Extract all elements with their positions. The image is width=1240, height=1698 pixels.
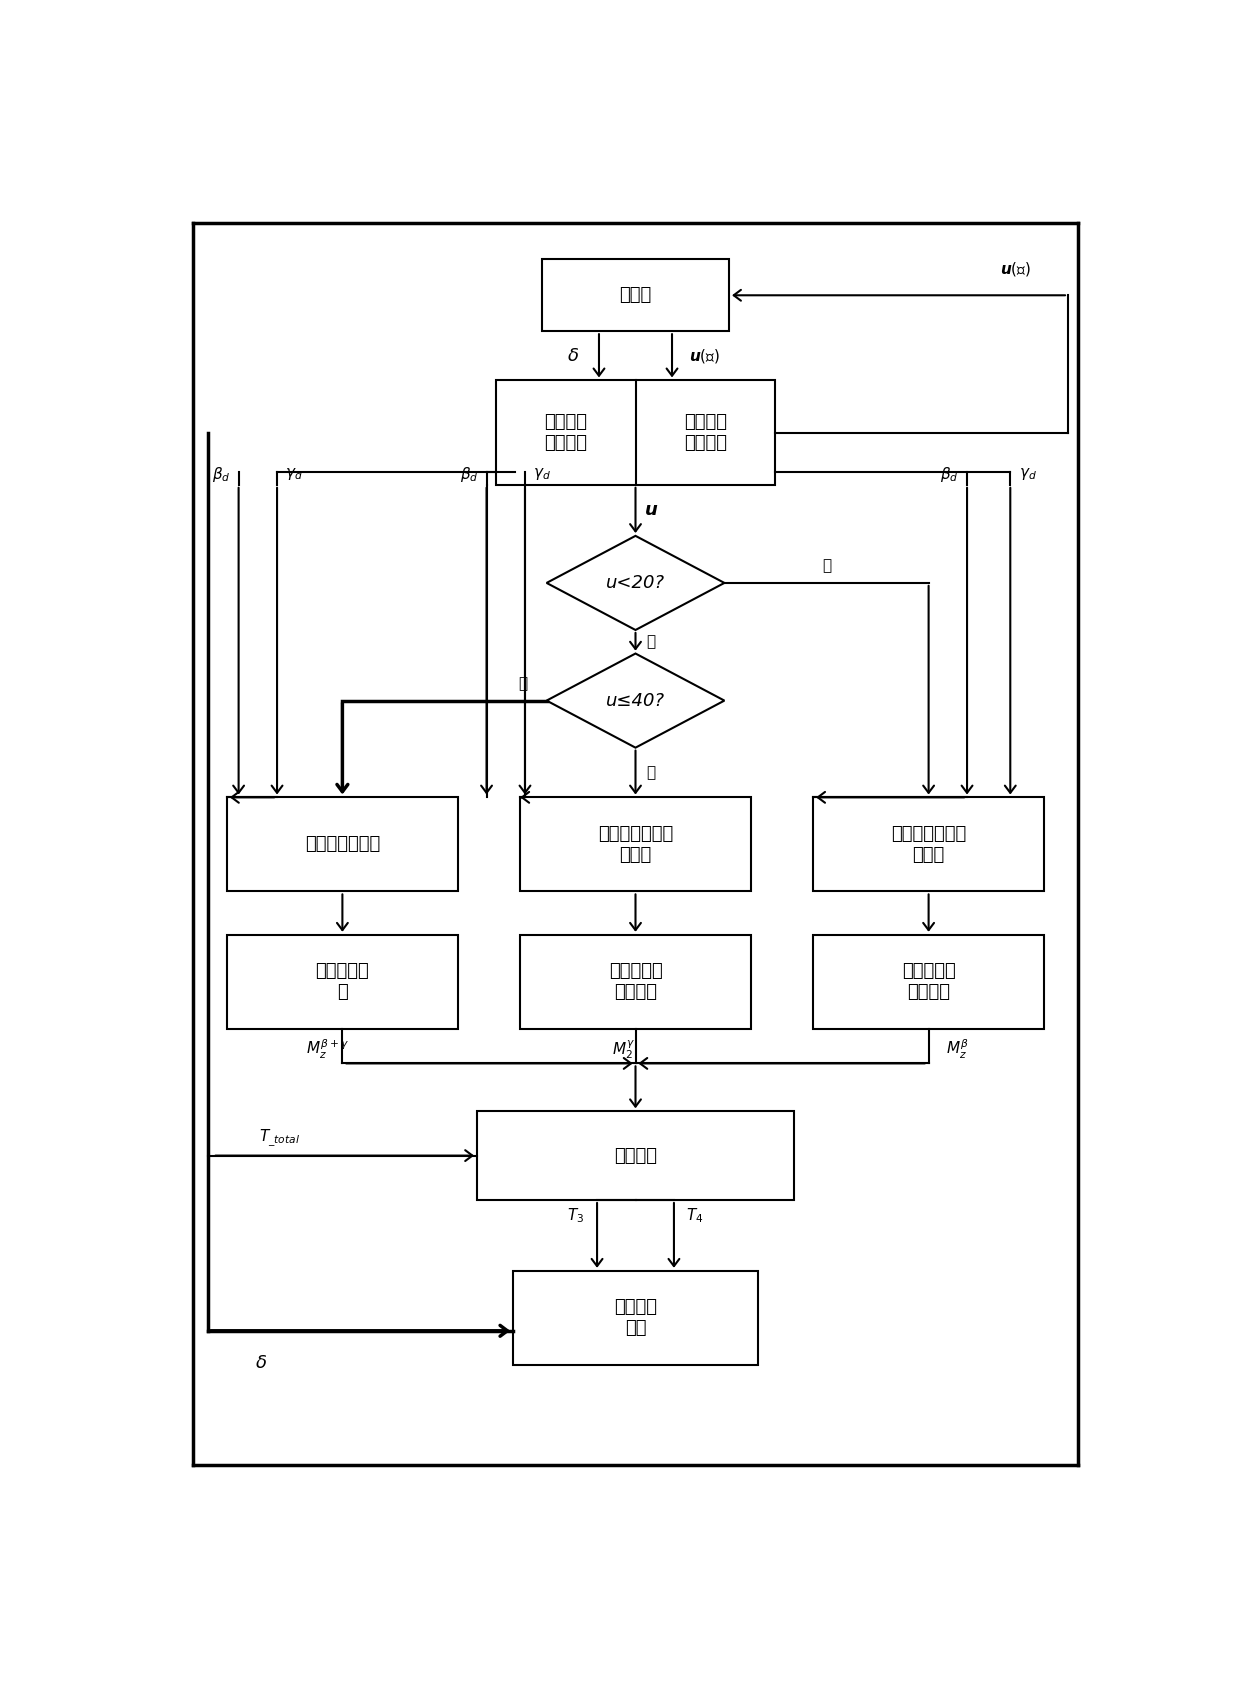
FancyBboxPatch shape <box>521 798 751 891</box>
FancyBboxPatch shape <box>513 1270 758 1365</box>
FancyBboxPatch shape <box>227 934 458 1029</box>
Text: 是: 是 <box>518 676 527 691</box>
Text: $M_2^{\gamma}$: $M_2^{\gamma}$ <box>613 1039 635 1061</box>
Text: 是: 是 <box>822 559 831 574</box>
FancyBboxPatch shape <box>227 798 458 891</box>
FancyBboxPatch shape <box>477 1110 794 1200</box>
Text: $\beta_d$: $\beta_d$ <box>940 465 959 484</box>
FancyBboxPatch shape <box>542 260 729 331</box>
Text: $\delta$: $\delta$ <box>254 1355 267 1372</box>
Text: u<20?: u<20? <box>606 574 665 593</box>
Text: 车辆二自
由度模型: 车辆二自 由度模型 <box>544 413 588 452</box>
Text: $\boldsymbol{u}$(出): $\boldsymbol{u}$(出) <box>689 346 720 365</box>
Text: 驾驶员: 驾驶员 <box>619 287 652 304</box>
Text: 联合横摆力
矩: 联合横摆力 矩 <box>315 963 370 1002</box>
Text: $T_3$: $T_3$ <box>568 1207 584 1226</box>
Text: 否: 否 <box>646 766 656 779</box>
Text: $\gamma_d$: $\gamma_d$ <box>285 467 304 482</box>
Text: $\boldsymbol{u}$(回): $\boldsymbol{u}$(回) <box>999 260 1030 278</box>
Text: $M_z^{\beta}$: $M_z^{\beta}$ <box>946 1037 968 1061</box>
Text: $\gamma_d$: $\gamma_d$ <box>533 467 552 482</box>
Text: $\gamma_d$: $\gamma_d$ <box>1019 467 1037 482</box>
Polygon shape <box>547 537 724 630</box>
Text: $T_{\_total}$: $T_{\_total}$ <box>259 1127 300 1150</box>
Text: 联合滑模控制器: 联合滑模控制器 <box>305 835 379 854</box>
Text: 车辆七自
由度模型: 车辆七自 由度模型 <box>683 413 727 452</box>
Text: $\beta_d$: $\beta_d$ <box>460 465 479 484</box>
Text: 质心偏转角
横摆力矩: 质心偏转角 横摆力矩 <box>901 963 956 1002</box>
Text: $\delta$: $\delta$ <box>567 346 579 365</box>
Polygon shape <box>547 654 724 747</box>
FancyBboxPatch shape <box>813 934 1044 1029</box>
FancyBboxPatch shape <box>813 798 1044 891</box>
Text: $\boldsymbol{u}$: $\boldsymbol{u}$ <box>644 501 658 520</box>
Text: 横摆角速度
横摆力矩: 横摆角速度 横摆力矩 <box>609 963 662 1002</box>
Text: $\beta_d$: $\beta_d$ <box>212 465 231 484</box>
Text: $M_z^{\beta+\gamma}$: $M_z^{\beta+\gamma}$ <box>306 1037 350 1061</box>
FancyBboxPatch shape <box>496 380 775 486</box>
Text: 车辆运行
实况: 车辆运行 实况 <box>614 1299 657 1336</box>
Text: 横摆角速度滑模
控制器: 横摆角速度滑模 控制器 <box>598 825 673 864</box>
Text: 质心偏转角滑模
控制器: 质心偏转角滑模 控制器 <box>892 825 966 864</box>
Text: 否: 否 <box>646 635 656 649</box>
Text: u≤40?: u≤40? <box>606 691 665 710</box>
Text: $T_4$: $T_4$ <box>687 1207 704 1226</box>
Text: 力矩分配: 力矩分配 <box>614 1146 657 1165</box>
FancyBboxPatch shape <box>521 934 751 1029</box>
